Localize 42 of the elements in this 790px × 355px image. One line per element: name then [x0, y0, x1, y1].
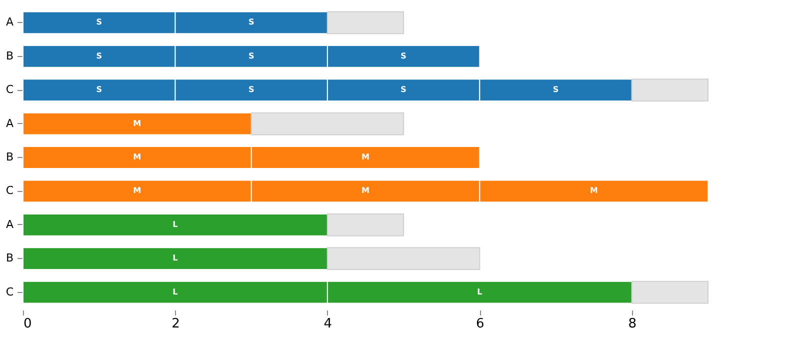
data-label: M [133, 152, 142, 162]
bar [250, 112, 404, 136]
x-tick-label: 2 [172, 316, 180, 332]
data-label: S [552, 85, 559, 94]
data-label: M [362, 152, 370, 162]
data-label: S [400, 51, 407, 60]
y-tick-label: B [6, 252, 14, 265]
data-label: S [248, 85, 254, 94]
data-label: S [96, 18, 102, 27]
data-label: S [248, 51, 254, 60]
bar [22, 247, 328, 270]
data-label: L [172, 220, 178, 229]
y-tick-label: A [6, 116, 14, 130]
y-tick-label: B [6, 49, 14, 62]
x-tick-label: 8 [628, 316, 637, 332]
y-tick-label: A [6, 218, 14, 231]
data-label: M [590, 186, 598, 196]
data-label: L [172, 287, 178, 296]
data-label: L [172, 254, 178, 263]
data-label: S [400, 85, 407, 94]
y-tick-label: C [6, 184, 14, 198]
data-label: M [362, 186, 370, 196]
bar [631, 78, 708, 102]
bar [326, 11, 404, 34]
data-label: M [133, 186, 142, 196]
y-tick-label: C [6, 83, 14, 96]
bar [22, 213, 328, 236]
bar [22, 112, 252, 136]
bar [631, 280, 708, 304]
data-label: S [248, 18, 254, 27]
y-tick-label: C [6, 285, 14, 298]
x-tick-label: 6 [476, 316, 484, 332]
data-label: L [477, 287, 482, 296]
y-tick-label: A [6, 16, 14, 29]
data-label: S [96, 51, 102, 60]
bar [326, 247, 480, 270]
x-tick-label: 4 [324, 316, 332, 332]
x-tick-label: 0 [24, 316, 32, 332]
data-label: M [133, 118, 142, 128]
data-label: S [96, 85, 102, 94]
y-tick-label: B [6, 150, 14, 164]
bar [326, 213, 404, 236]
